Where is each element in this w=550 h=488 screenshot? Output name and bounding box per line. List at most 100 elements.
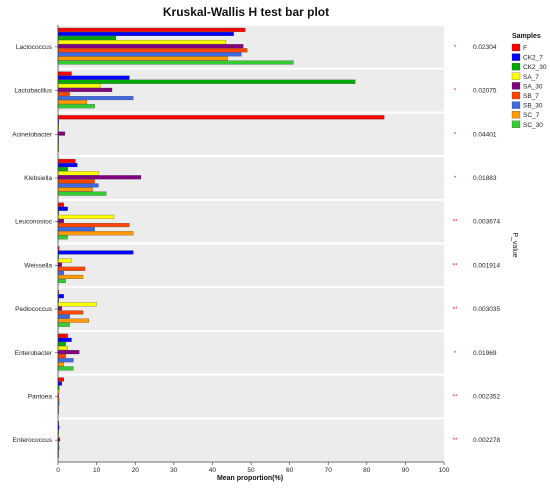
legend-label-sa-30: SA_30 <box>523 83 543 90</box>
bar-klebsiella-sb-7 <box>57 179 95 184</box>
category-panel-pediococcus <box>58 288 444 330</box>
bar-lactococcus-ck2-7 <box>57 31 234 36</box>
category-panel-pantoea <box>58 375 444 418</box>
bar-lactococcus-sa-30 <box>57 44 244 49</box>
bar-klebsiella-ck2-30 <box>57 167 68 172</box>
x-axis-title: Mean proportion(%) <box>217 475 283 482</box>
bar-klebsiella-sa-30 <box>57 175 142 180</box>
legend-label-ck2-7: CK2_7 <box>523 55 543 62</box>
significance-marker-acinetobacter: * <box>454 131 457 138</box>
bar-leuconostoc-sc-30 <box>57 235 68 240</box>
p-value-klebsiella: 0.01883 <box>473 175 497 182</box>
bar-weissella-sc-30 <box>57 278 66 284</box>
bar-leuconostoc-sa-7 <box>57 214 115 219</box>
bar-weissella-sb-7 <box>57 266 86 271</box>
bar-klebsiella-sc-30 <box>57 191 107 196</box>
x-tick-label-40: 40 <box>209 467 217 474</box>
bar-enterobacter-sa-7 <box>57 346 68 351</box>
bar-leuconostoc-sa-30 <box>57 218 64 224</box>
p-value-lactococcus: 0.02304 <box>473 44 497 51</box>
x-axis: 0 10 20 30 40 50 60 70 80 90 100 <box>56 461 450 474</box>
bar-pediococcus-sc-30 <box>57 322 70 327</box>
bar-leuconostoc-sb-7 <box>57 223 130 228</box>
category-panel-enterobacter <box>58 331 444 374</box>
legend-swatch-sa-30 <box>511 82 521 90</box>
category-label-pediococcus: Pediococcus <box>15 306 53 313</box>
bar-lactococcus-f <box>57 27 246 32</box>
category-panel-leuconostoc <box>58 200 444 243</box>
category-panel-enterococcus <box>58 419 444 461</box>
bar-enterobacter-sb-30 <box>57 358 74 363</box>
significance-marker-klebsiella: * <box>454 175 457 182</box>
bar-lactobacillus-sc-30 <box>57 104 95 109</box>
significance-marker-pediococcus: ** <box>452 306 458 313</box>
category-label-enterococcus: Enterococcus <box>13 437 53 444</box>
bar-enterobacter-sc-7 <box>57 362 64 367</box>
legend-label-sa-7: SA_7 <box>523 74 539 81</box>
bar-lactobacillus-ck2-7 <box>57 75 130 80</box>
legend-title: Samples <box>512 33 541 40</box>
bar-enterobacter-sc-30 <box>57 366 74 371</box>
legend-items: F CK2_7 CK2_30 SA_7 SA_30 SB_7 SB_30 SC_7 SC_30 <box>511 43 547 129</box>
bar-lactococcus-sb-7 <box>57 48 248 53</box>
bar-lactococcus-sc-7 <box>57 56 228 61</box>
bar-enterobacter-sb-7 <box>57 354 66 359</box>
legend-swatch-ck2-30 <box>511 63 521 71</box>
legend-label-f: F <box>523 45 527 52</box>
x-tick-label-0: 0 <box>56 467 60 474</box>
bar-pediococcus-sa-30 <box>57 306 62 311</box>
bar-lactococcus-sa-7 <box>57 40 227 45</box>
bar-leuconostoc-sc-7 <box>57 231 134 236</box>
legend-label-ck2-30: CK2_30 <box>523 64 547 71</box>
legend-label-sb-30: SB_30 <box>523 103 543 110</box>
p-value-lactobacillus: 0.02075 <box>473 88 497 95</box>
x-tick-label-30: 30 <box>170 467 178 474</box>
bar-lactococcus-ck2-30 <box>57 36 117 41</box>
x-tick-label-70: 70 <box>325 467 333 474</box>
bar-pediococcus-ck2-7 <box>57 294 64 299</box>
bar-weissella-sb-30 <box>57 270 64 275</box>
legend-label-sb-7: SB_7 <box>523 93 539 100</box>
p-value-axis-title: P_value <box>511 232 518 257</box>
p-value-enterobacter: 0.01969 <box>473 350 497 357</box>
bar-klebsiella-ck2-7 <box>57 163 78 168</box>
significance-marker-lactobacillus: * <box>454 88 457 95</box>
bar-pediococcus-sb-7 <box>57 310 84 315</box>
legend-swatch-sc-30 <box>511 120 521 128</box>
x-tick-label-10: 10 <box>93 467 101 474</box>
legend-swatch-sc-7 <box>511 111 521 119</box>
significance-marker-lactococcus: * <box>454 44 457 51</box>
bar-enterobacter-ck2-30 <box>57 341 66 346</box>
bar-lactobacillus-sc-7 <box>57 100 88 105</box>
category-label-leuconostoc: Leuconostoc <box>15 219 53 226</box>
legend-swatch-ck2-7 <box>511 53 521 61</box>
chart-title: Kruskal-Wallis H test bar plot <box>163 5 329 19</box>
bar-enterobacter-ck2-7 <box>57 337 72 342</box>
p-value-enterococcus: 0.002278 <box>473 437 500 444</box>
legend-swatch-sa-7 <box>511 72 521 80</box>
legend-swatch-f <box>511 43 521 52</box>
p-value-leuconostoc: 0.003674 <box>473 219 500 226</box>
legend: Samples F CK2_7 CK2_30 SA_7 SA_30 SB_7 SB_30 SC… <box>511 33 547 129</box>
bar-enterobacter-f <box>57 333 68 338</box>
bar-klebsiella-sa-7 <box>57 171 99 176</box>
x-tick-label-90: 90 <box>402 467 410 474</box>
category-label-klebsiella: Klebsiella <box>24 175 52 182</box>
category-label-pantoea: Pantoea <box>28 393 53 400</box>
bar-weissella-ck2-7 <box>57 250 134 255</box>
bar-enterobacter-sa-30 <box>57 350 80 355</box>
bar-weissella-sc-7 <box>57 274 84 279</box>
category-label-weissella: Weissella <box>24 262 52 269</box>
p-value-pediococcus: 0.003035 <box>473 306 500 313</box>
bar-acinetobacter-sa-30 <box>57 131 66 136</box>
bar-klebsiella-sc-7 <box>57 187 93 192</box>
bar-pediococcus-sc-7 <box>57 318 90 323</box>
x-tick-label-50: 50 <box>247 467 255 474</box>
bar-pantoea-ck2-7 <box>57 381 62 386</box>
p-value-column: * 0.02304 * 0.02075 * 0.04401 * 0.01883 ** 0.0036… <box>452 44 500 444</box>
bar-klebsiella-f <box>57 158 76 164</box>
x-tick-label-20: 20 <box>132 467 140 474</box>
p-value-acinetobacter: 0.04401 <box>473 131 497 138</box>
category-panels <box>58 26 444 461</box>
